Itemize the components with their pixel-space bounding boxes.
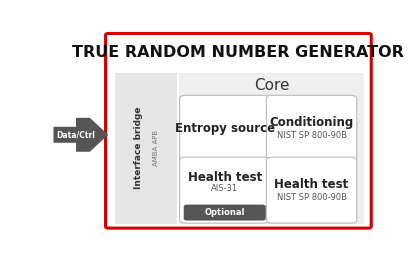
Text: Health test: Health test (274, 178, 349, 191)
Text: NIST SP 800-90B: NIST SP 800-90B (276, 131, 347, 140)
Text: TRUE RANDOM NUMBER GENERATOR: TRUE RANDOM NUMBER GENERATOR (73, 45, 404, 60)
FancyBboxPatch shape (266, 95, 357, 161)
FancyBboxPatch shape (115, 73, 177, 224)
FancyBboxPatch shape (180, 157, 270, 223)
FancyBboxPatch shape (266, 157, 357, 223)
Text: Data/Ctrl: Data/Ctrl (56, 130, 95, 139)
Text: NIST SP 800-90B: NIST SP 800-90B (276, 193, 347, 202)
Text: Health test: Health test (188, 171, 262, 184)
Text: Optional: Optional (205, 208, 245, 217)
Text: Entropy source: Entropy source (175, 122, 275, 135)
Text: Conditioning: Conditioning (269, 116, 354, 129)
Text: Core: Core (254, 78, 289, 93)
Polygon shape (54, 118, 108, 152)
FancyBboxPatch shape (184, 205, 266, 221)
FancyBboxPatch shape (179, 73, 364, 224)
Text: AMBA APB: AMBA APB (153, 130, 159, 166)
FancyBboxPatch shape (180, 95, 270, 161)
Text: Interface bridge: Interface bridge (134, 107, 143, 190)
FancyBboxPatch shape (105, 33, 371, 228)
Text: AIS-31: AIS-31 (211, 184, 238, 193)
